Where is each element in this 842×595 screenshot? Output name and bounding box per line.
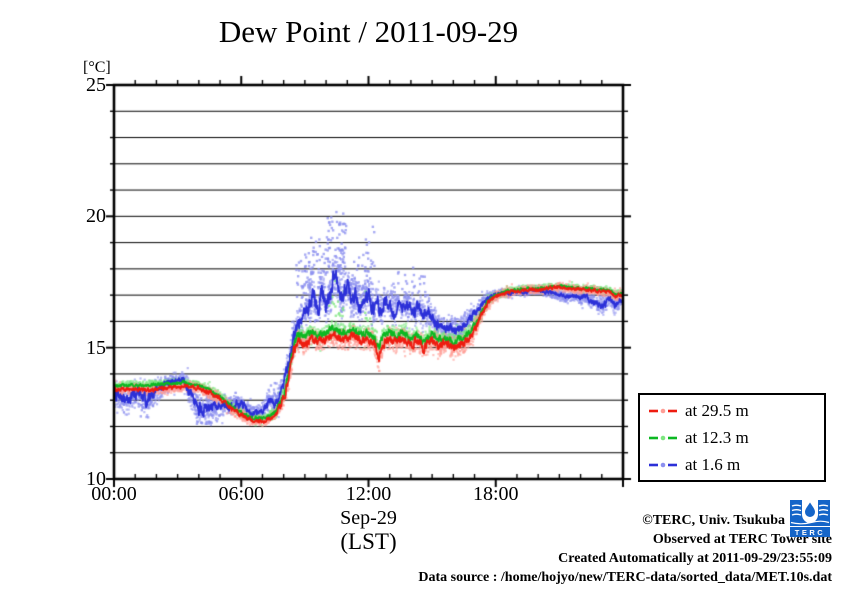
- y-tick-label: 10: [86, 468, 106, 490]
- page-title: Dew Point / 2011-09-29: [218, 14, 519, 49]
- legend-item: at 1.6 m: [648, 455, 824, 475]
- y-tick-label: 20: [86, 205, 106, 228]
- legend-line-sample: [649, 408, 677, 413]
- footer: ©TERC, Univ. Tsukuba Observed at TERC To…: [418, 511, 832, 587]
- footer-created: Created Automatically at 2011-09-29/23:5…: [558, 551, 832, 566]
- x-axis-label: Sep-29: [340, 507, 397, 529]
- x-tick-label: 18:00: [472, 483, 519, 505]
- y-tick-label: 25: [86, 74, 106, 96]
- footer-observed: Observed at TERC Tower site: [652, 532, 832, 547]
- x-tick-label: 00:00: [91, 483, 137, 505]
- y-axis-unit: [°C]: [83, 59, 111, 76]
- x-tick-label: 12:00: [345, 483, 392, 505]
- legend-item: at 12.3 m: [648, 428, 824, 448]
- x-axis-sublabel: (LST): [340, 529, 397, 554]
- legend: at 29.5 m at 12.3 m at 1.6 m: [638, 393, 826, 482]
- legend-label: at 1.6 m: [685, 454, 741, 474]
- terc-logo-text: TERC: [795, 528, 825, 537]
- x-tick-label: 06:00: [218, 483, 265, 505]
- legend-label: at 29.5 m: [685, 400, 749, 420]
- terc-logo-icon: TERC: [790, 500, 830, 537]
- legend-line-sample: [649, 462, 677, 467]
- y-tick-label: 15: [86, 336, 106, 359]
- footer-source: Data source : /home/hojyo/new/TERC-data/…: [418, 570, 832, 585]
- legend-item: at 29.5 m: [648, 401, 824, 421]
- legend-line-sample: [649, 435, 677, 440]
- legend-label: at 12.3 m: [685, 427, 749, 447]
- footer-copyright: ©TERC, Univ. Tsukuba: [642, 513, 785, 528]
